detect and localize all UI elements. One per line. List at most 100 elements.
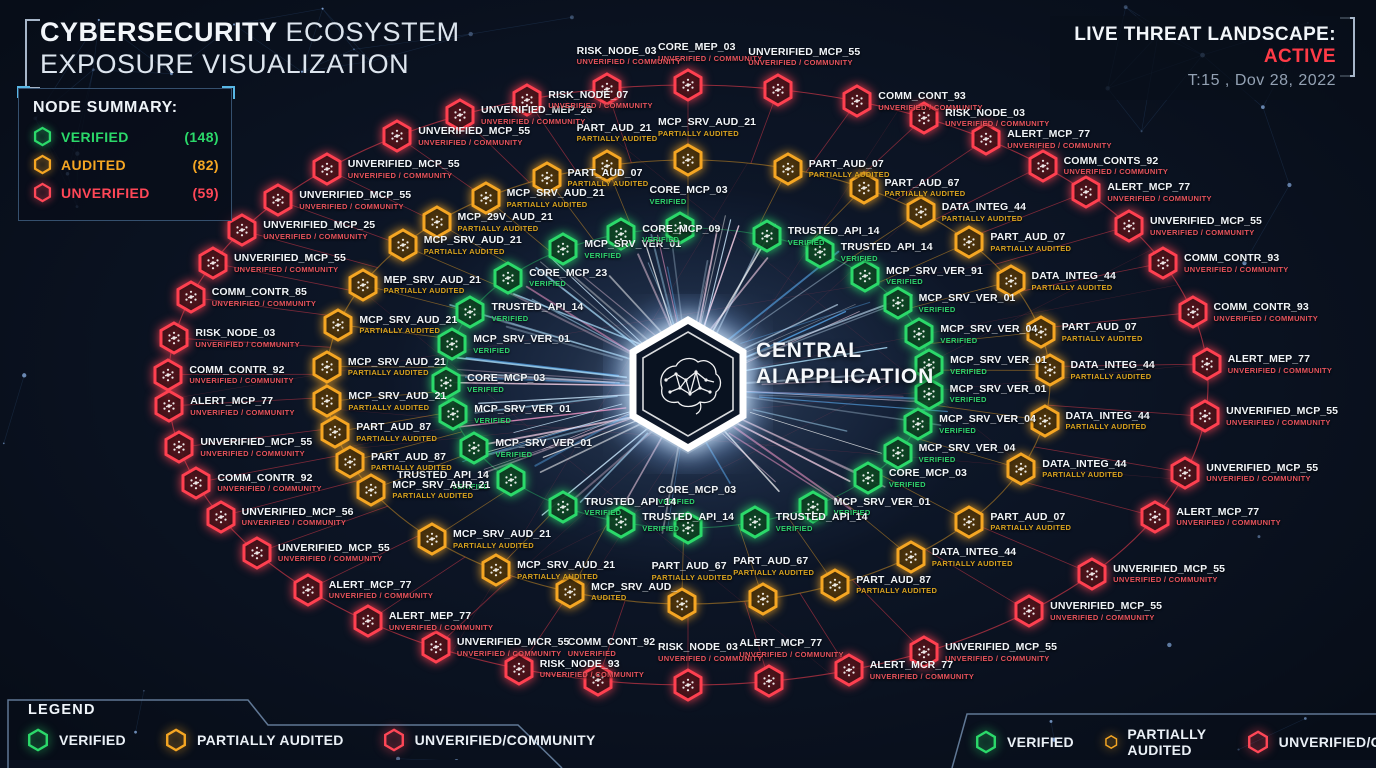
node-unverified-hexagon[interactable] (203, 497, 239, 537)
node-unverified-hexagon[interactable] (906, 632, 942, 672)
node-verified-hexagon[interactable] (749, 216, 785, 256)
node-unverified-hexagon[interactable] (501, 649, 537, 689)
node-verified-hexagon[interactable] (434, 324, 470, 364)
node-verified-hexagon[interactable] (603, 502, 639, 542)
node-unverified-hexagon[interactable] (1111, 206, 1147, 246)
node-audited-hexagon[interactable] (951, 502, 987, 542)
node-unverified-hexagon[interactable] (290, 570, 326, 610)
unverified-hex-icon (383, 728, 404, 752)
node-unverified-hexagon[interactable] (224, 210, 260, 250)
node-verified-hexagon[interactable] (737, 502, 773, 542)
node-verified-hexagon[interactable] (545, 229, 581, 269)
node-unverified-hexagon[interactable] (150, 355, 186, 395)
node-unverified-hexagon[interactable] (239, 533, 275, 573)
node-audited-hexagon[interactable] (478, 550, 514, 590)
node-audited-hexagon[interactable] (1032, 350, 1068, 390)
node-audited-hexagon[interactable] (1003, 449, 1039, 489)
node-unverified-hexagon[interactable] (1175, 292, 1211, 332)
node-unverified-hexagon[interactable] (442, 95, 478, 135)
node-audited-hexagon[interactable] (385, 225, 421, 265)
node-audited-hexagon[interactable] (993, 261, 1029, 301)
node-audited-hexagon[interactable] (414, 519, 450, 559)
node-unverified-hexagon[interactable] (1068, 172, 1104, 212)
node-unverified-hexagon[interactable] (161, 427, 197, 467)
node-unverified-hexagon[interactable] (906, 98, 942, 138)
node-verified-hexagon[interactable] (850, 458, 886, 498)
node-verified-hexagon[interactable] (795, 487, 831, 527)
node-unverified-hexagon[interactable] (350, 601, 386, 641)
node-verified-hexagon[interactable] (880, 283, 916, 323)
node-audited-hexagon[interactable] (468, 178, 504, 218)
node-audited-hexagon[interactable] (745, 579, 781, 619)
node-unverified-hexagon[interactable] (670, 665, 706, 705)
node-verified-hexagon[interactable] (670, 508, 706, 548)
node-audited-hexagon[interactable] (309, 381, 345, 421)
central-ai-hexagon[interactable] (603, 294, 773, 474)
node-verified-hexagon[interactable] (435, 394, 471, 434)
node-unverified-hexagon[interactable] (1137, 497, 1173, 537)
node-verified-hexagon[interactable] (847, 256, 883, 296)
node-unverified-hexagon[interactable] (1167, 453, 1203, 493)
node-verified-hexagon[interactable] (900, 404, 936, 444)
node-audited-hexagon[interactable] (817, 565, 853, 605)
node-audited-hexagon[interactable] (770, 149, 806, 189)
node-unverified-hexagon[interactable] (1011, 591, 1047, 631)
legend-item-verified: VERIFIED (26, 727, 126, 753)
node-audited-hexagon[interactable] (309, 347, 345, 387)
node-verified-hexagon[interactable] (493, 460, 529, 500)
node-audited-hexagon[interactable] (529, 158, 565, 198)
node-verified-hexagon[interactable] (802, 232, 838, 272)
node-verified-hexagon[interactable] (452, 292, 488, 332)
node-unverified-hexagon[interactable] (760, 70, 796, 110)
node-unverified-hexagon[interactable] (260, 180, 296, 220)
node-verified-hexagon[interactable] (456, 428, 492, 468)
node-audited-hexagon[interactable] (670, 140, 706, 180)
node-audited-hexagon[interactable] (552, 572, 588, 612)
node-audited-hexagon[interactable] (320, 305, 356, 345)
node-unverified-hexagon[interactable] (670, 65, 706, 105)
node-audited-hexagon[interactable] (951, 222, 987, 262)
node-audited-hexagon[interactable] (345, 265, 381, 305)
central-label-line2: AI APPLICATION (756, 365, 935, 389)
summary-row-unverified: UNVERIFIED (59) (33, 182, 219, 203)
node-unverified-hexagon[interactable] (178, 463, 214, 503)
node-verified-hexagon[interactable] (545, 487, 581, 527)
node-unverified-hexagon[interactable] (1187, 396, 1223, 436)
node-audited-hexagon[interactable] (846, 168, 882, 208)
node-audited-hexagon[interactable] (893, 537, 929, 577)
node-verified-hexagon[interactable] (603, 214, 639, 254)
node-audited-hexagon[interactable] (664, 584, 700, 624)
node-verified-hexagon[interactable] (911, 374, 947, 414)
node-unverified-hexagon[interactable] (418, 627, 454, 667)
node-unverified-hexagon[interactable] (173, 277, 209, 317)
node-audited-hexagon[interactable] (317, 412, 353, 452)
node-unverified-hexagon[interactable] (1189, 344, 1225, 384)
node-audited-hexagon[interactable] (332, 442, 368, 482)
node-unverified-hexagon[interactable] (151, 386, 187, 426)
node-unverified-hexagon[interactable] (156, 318, 192, 358)
node-unverified-hexagon[interactable] (751, 661, 787, 701)
node-verified-hexagon[interactable] (428, 363, 464, 403)
node-audited-hexagon[interactable] (353, 470, 389, 510)
node-verified-hexagon[interactable] (662, 208, 698, 248)
node-audited-hexagon[interactable] (903, 192, 939, 232)
node-unverified-hexagon[interactable] (1025, 146, 1061, 186)
node-unverified-hexagon[interactable] (379, 116, 415, 156)
node-unverified-hexagon[interactable] (580, 660, 616, 700)
node-unverified-hexagon[interactable] (509, 80, 545, 120)
node-verified-hexagon[interactable] (880, 433, 916, 473)
node-unverified-hexagon[interactable] (839, 81, 875, 121)
node-unverified-hexagon[interactable] (589, 69, 625, 109)
node-unverified-hexagon[interactable] (1074, 554, 1110, 594)
node-verified-hexagon[interactable] (901, 314, 937, 354)
node-unverified-hexagon[interactable] (195, 243, 231, 283)
node-audited-hexagon[interactable] (1027, 401, 1063, 441)
node-audited-hexagon[interactable] (419, 202, 455, 242)
node-unverified-hexagon[interactable] (968, 119, 1004, 159)
node-unverified-hexagon[interactable] (309, 149, 345, 189)
node-verified-hexagon[interactable] (490, 258, 526, 298)
node-unverified-hexagon[interactable] (831, 650, 867, 690)
node-audited-hexagon[interactable] (1023, 312, 1059, 352)
node-audited-hexagon[interactable] (589, 146, 625, 186)
node-unverified-hexagon[interactable] (1145, 243, 1181, 283)
